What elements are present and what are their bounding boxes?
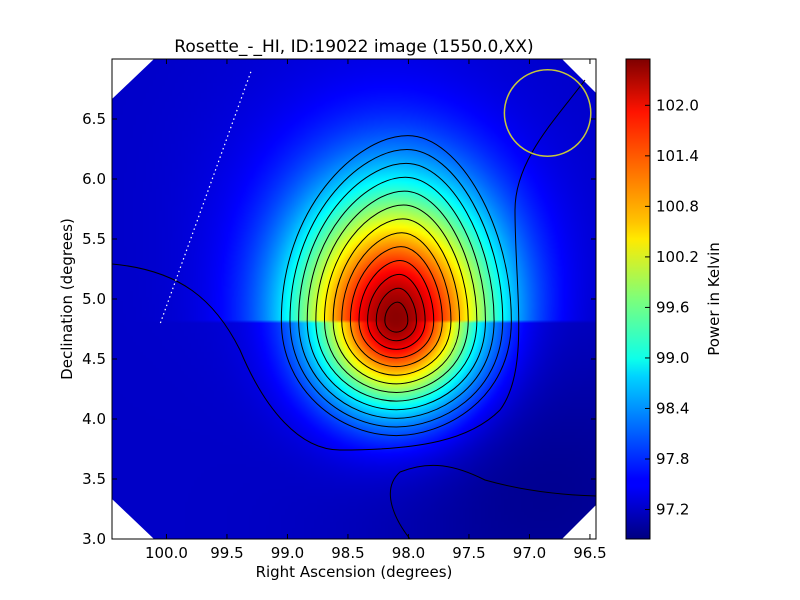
x-tick-label: 99.5: [210, 544, 243, 562]
heatmap-raster: [112, 59, 596, 539]
y-tick-label: 5.5: [82, 230, 106, 248]
contour-line: [298, 162, 495, 419]
colorbar-tick-label: 97.2: [656, 501, 689, 519]
x-tick-label: 98.0: [392, 544, 425, 562]
colorbar-label: Power in Kelvin: [705, 242, 723, 356]
colorbar-tick-label: 102.0: [656, 96, 699, 114]
colorbar-tick-label: 100.2: [656, 248, 699, 266]
contour-line: [306, 176, 486, 411]
colorbar-tick-label: 98.4: [656, 399, 689, 417]
colorbar-tick-label: 101.4: [656, 147, 699, 165]
x-tick-label: 97.0: [513, 544, 546, 562]
colorbar-tick-label: 99.6: [656, 298, 689, 316]
colorbar-frame: [625, 58, 651, 540]
contour-line: [358, 259, 435, 359]
x-tick-label: 99.0: [271, 544, 304, 562]
contour-line: [349, 246, 443, 368]
y-tick-label: 3.0: [82, 530, 106, 548]
blank-corner: [562, 505, 596, 539]
overlay-annotations: [159, 69, 592, 324]
colorbar-gradient: [626, 59, 650, 539]
contour-line: [341, 232, 452, 376]
y-tick-label: 4.5: [82, 350, 106, 368]
y-tick-label: 5.0: [82, 290, 106, 308]
heatmap-image: [112, 59, 596, 539]
beam-circle: [503, 69, 592, 157]
contour-line: [375, 287, 417, 342]
contour-line: [280, 135, 512, 437]
y-axis: 3.0 3.5 4.0 4.5 5.0 5.5 6.0 6.5: [82, 110, 596, 548]
colorbar-ticks: 97.2 97.8 98.4 99.0 99.6 100.2 100.8 101.4 102.0: [645, 96, 699, 519]
y-tick-label: 4.0: [82, 410, 106, 428]
contour-line: [289, 148, 504, 428]
x-tick-label: 96.5: [573, 544, 606, 562]
y-tick-label: 6.5: [82, 110, 106, 128]
contour-line: [367, 273, 426, 350]
contour-line: [390, 464, 596, 539]
contour-line: [384, 301, 409, 333]
y-axis-label: Declination (degrees): [58, 218, 76, 380]
x-tick-label: 97.5: [452, 544, 485, 562]
plot-area: [111, 58, 597, 540]
contour-lines: [112, 79, 596, 539]
colorbar: 97.2 97.8 98.4 99.0 99.6 100.2 100.8 101.4 102.0…: [625, 58, 723, 540]
x-axis-label: Right Ascension (degrees): [256, 563, 453, 581]
blank-corner: [112, 59, 154, 99]
x-axis: 100.0 99.5 99.0 98.5 98.0 97.5 97.0 96.5: [145, 59, 607, 562]
colorbar-tick-label: 97.8: [656, 450, 689, 468]
y-tick-label: 3.5: [82, 470, 106, 488]
contour-line: [112, 79, 586, 451]
x-tick-label: 98.5: [331, 544, 364, 562]
chart-title: Rosette_-_HI, ID:19022 image (1550.0,XX): [174, 37, 533, 57]
x-tick-label: 100.0: [145, 544, 188, 562]
contour-line: [323, 204, 469, 393]
blank-corner: [112, 499, 154, 539]
blank-corner: [562, 59, 596, 93]
contour-line: [332, 218, 461, 385]
colorbar-tick-label: 100.8: [656, 197, 699, 215]
contour-line: [315, 190, 478, 402]
colorbar-tick-label: 99.0: [656, 349, 689, 367]
y-tick-label: 6.0: [82, 170, 106, 188]
